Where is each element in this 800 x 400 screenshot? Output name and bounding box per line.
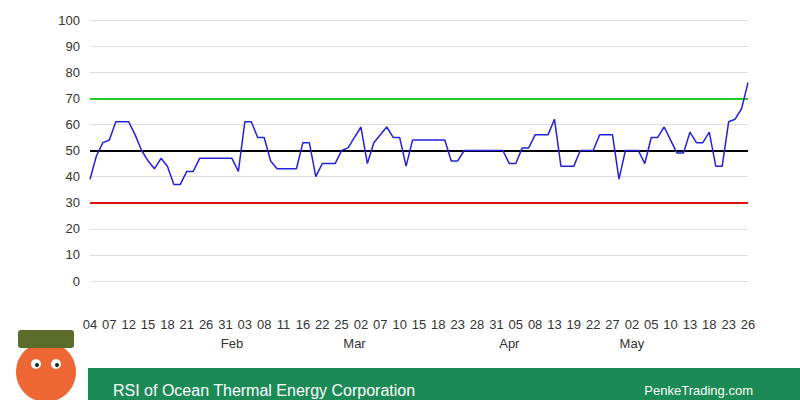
svg-text:80: 80 [66,65,80,80]
svg-text:PenkeTrading.com: PenkeTrading.com [644,383,753,398]
svg-text:05: 05 [509,317,523,332]
svg-text:26: 26 [199,317,213,332]
svg-text:10: 10 [392,317,406,332]
svg-text:25: 25 [334,317,348,332]
svg-text:27: 27 [605,317,619,332]
svg-text:RSI of Ocean Thermal Energy Co: RSI of Ocean Thermal Energy Corporation [113,382,415,399]
svg-text:04: 04 [83,317,97,332]
svg-text:22: 22 [586,317,600,332]
svg-text:02: 02 [354,317,368,332]
svg-text:21: 21 [180,317,194,332]
svg-text:30: 30 [66,195,80,210]
svg-text:20: 20 [66,221,80,236]
svg-text:May: May [620,336,645,351]
svg-text:50: 50 [66,143,80,158]
svg-text:15: 15 [141,317,155,332]
svg-text:12: 12 [121,317,135,332]
svg-text:70: 70 [66,91,80,106]
svg-text:22: 22 [315,317,329,332]
svg-text:15: 15 [412,317,426,332]
svg-text:Apr: Apr [499,336,520,351]
svg-text:10: 10 [66,247,80,262]
svg-text:16: 16 [296,317,310,332]
svg-text:07: 07 [373,317,387,332]
svg-text:13: 13 [547,317,561,332]
svg-text:08: 08 [257,317,271,332]
svg-text:02: 02 [625,317,639,332]
svg-text:90: 90 [66,39,80,54]
svg-text:28: 28 [470,317,484,332]
svg-text:0: 0 [73,274,80,289]
svg-text:31: 31 [489,317,503,332]
svg-text:Mar: Mar [343,336,366,351]
svg-text:40: 40 [66,169,80,184]
svg-text:31: 31 [218,317,232,332]
svg-text:23: 23 [721,317,735,332]
svg-text:19: 19 [567,317,581,332]
svg-text:13: 13 [683,317,697,332]
svg-text:18: 18 [160,317,174,332]
svg-text:05: 05 [644,317,658,332]
svg-text:18: 18 [431,317,445,332]
svg-text:03: 03 [238,317,252,332]
svg-text:23: 23 [450,317,464,332]
svg-text:Feb: Feb [221,336,243,351]
svg-text:08: 08 [528,317,542,332]
svg-text:26: 26 [741,317,755,332]
svg-text:18: 18 [702,317,716,332]
svg-text:100: 100 [58,13,80,28]
svg-text:11: 11 [277,317,291,332]
svg-text:10: 10 [663,317,677,332]
svg-text:60: 60 [66,117,80,132]
svg-text:07: 07 [102,317,116,332]
